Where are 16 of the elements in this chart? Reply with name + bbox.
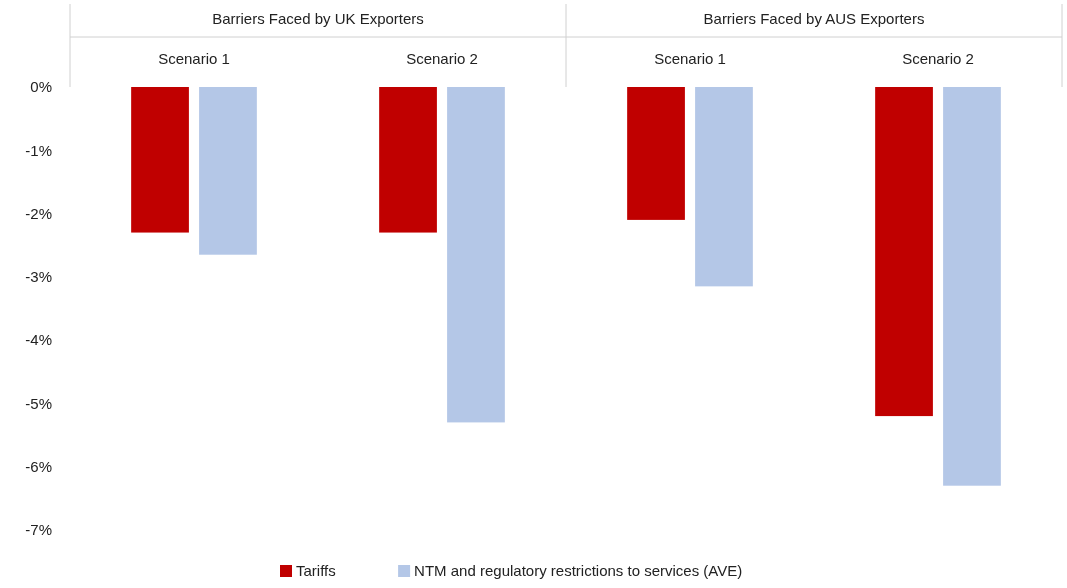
y-tick-label: -1% [25, 141, 52, 159]
y-tick-label: 0% [30, 78, 52, 96]
x-tick-label: Scenario 2 [902, 50, 974, 67]
x-tick-label: Scenario 2 [406, 50, 478, 67]
text: Barriers Faced by AUS Exporters [703, 10, 925, 27]
x-tick-label: Scenario 1 [158, 50, 230, 67]
legend-label: NTM and regulatory restrictions to services (AVE) [414, 562, 743, 579]
text: Barriers Faced by UK Exporters [212, 10, 424, 27]
y-tick-label: -4% [25, 331, 52, 349]
legend-label: Tariffs [296, 562, 336, 579]
y-tick-label: -2% [25, 204, 52, 222]
y-tick-label: -7% [25, 521, 52, 539]
y-tick-label: -3% [25, 268, 52, 286]
y-tick-label: -6% [25, 457, 52, 475]
y-tick-label: -5% [25, 394, 52, 412]
x-tick-label: Scenario 1 [654, 50, 726, 67]
